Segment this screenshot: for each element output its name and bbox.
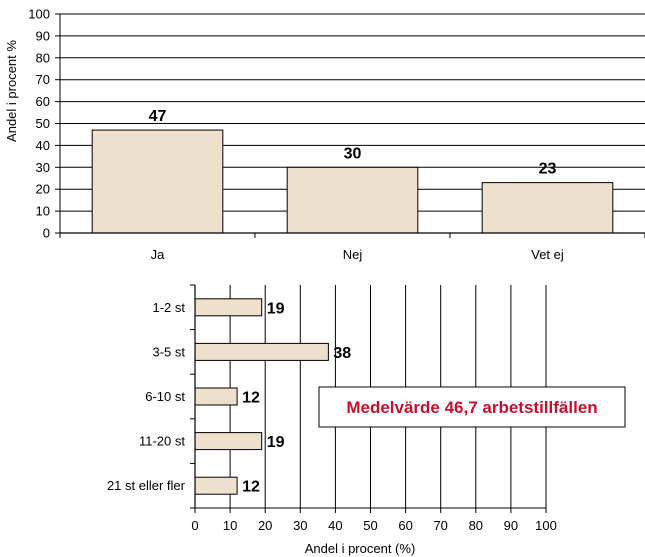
chart1-y-tick-label: 30 <box>36 160 50 175</box>
chart2-x-tick-label: 50 <box>363 518 377 533</box>
chart2-bar-21-st-eller-fler <box>194 476 238 495</box>
chart2-data-label: 38 <box>333 345 351 362</box>
chart2-bar-6-10-st <box>194 387 238 406</box>
chart1-y-tick-label: 10 <box>36 204 50 219</box>
chart2-x-axis-label: Andel i procent (%) <box>305 541 416 556</box>
chart1-data-labels: 47 30 23 <box>149 108 557 178</box>
chart2-data-label: 12 <box>242 479 260 496</box>
chart1-x-tick-labels: Ja Nej Vet ej <box>151 247 564 262</box>
chart2-category-labels: 1-2 st 3-5 st 6-10 st 11-20 st 21 st eller f… <box>107 300 186 493</box>
chart2-x-tick-label: 40 <box>328 518 342 533</box>
chart1-axes <box>55 13 645 238</box>
chart2-data-labels: 19 38 12 19 12 <box>242 300 351 495</box>
chart2-category-label: 6-10 st <box>145 389 185 404</box>
chart2-data-label: 19 <box>267 434 285 451</box>
chart1-y-tick-label: 70 <box>36 72 50 87</box>
chart1-category-label: Nej <box>343 247 363 262</box>
chart1-data-label: 47 <box>149 108 167 125</box>
chart2-category-label: 3-5 st <box>152 344 185 359</box>
chart2-data-label: 19 <box>267 300 285 317</box>
chart1-category-label: Ja <box>151 247 166 262</box>
chart2-x-tick-label: 60 <box>398 518 412 533</box>
chart1-y-tick-label: 90 <box>36 28 50 43</box>
chart2-x-tick-label: 100 <box>535 518 557 533</box>
chart2-bar-3-5-st <box>194 342 329 361</box>
chart2-x-tick-label: 30 <box>293 518 307 533</box>
chart1-bar-nej <box>286 166 419 234</box>
chart2-x-tick-label: 90 <box>504 518 518 533</box>
chart1-y-tick-label: 20 <box>36 182 50 197</box>
chart1-y-tick-label: 80 <box>36 50 50 65</box>
chart2-category-label: 11-20 st <box>139 434 185 449</box>
chart1-y-tick-label: 100 <box>28 7 50 22</box>
chart1-bars <box>91 129 614 234</box>
chart2-x-tick-label: 10 <box>223 518 237 533</box>
horizontal-bar-chart: 1-2 st 3-5 st 6-10 st 11-20 st 21 st eller f… <box>107 284 626 556</box>
chart1-category-label: Vet ej <box>531 247 564 262</box>
chart1-y-tick-label: 60 <box>36 94 50 109</box>
chart1-y-tick-label: 0 <box>43 226 50 241</box>
chart2-x-tick-label: 70 <box>433 518 447 533</box>
chart2-x-tick-label: 20 <box>258 518 272 533</box>
chart2-bar-11-20-st <box>194 432 263 451</box>
chart1-y-tick-label: 50 <box>36 116 50 131</box>
mean-value-annotation: Medelvärde 46,7 arbetstillfällen <box>318 386 626 428</box>
chart1-bar-vet-ej <box>481 182 614 234</box>
chart2-category-label: 1-2 st <box>152 300 185 315</box>
chart2-x-tick-label: 0 <box>191 518 198 533</box>
chart2-data-label: 12 <box>242 390 260 407</box>
chart1-data-label: 30 <box>344 145 362 162</box>
chart2-bars <box>194 298 329 495</box>
chart2-x-tick-labels: 0 10 20 30 40 50 60 70 80 90 100 <box>191 518 556 533</box>
chart1-y-tick-labels: 0 10 20 30 40 50 60 70 80 90 100 <box>28 7 50 241</box>
chart1-data-label: 23 <box>539 161 557 178</box>
vertical-bar-chart: 0 10 20 30 40 50 60 70 80 90 100 Ja Nej Vet ej 47 30 2… <box>4 7 645 262</box>
chart2-bar-1-2-st <box>194 298 263 317</box>
chart1-bar-ja <box>91 129 224 234</box>
annotation-text: Medelvärde 46,7 arbetstillfällen <box>346 398 597 417</box>
chart2-x-tick-label: 80 <box>469 518 483 533</box>
annotation-box <box>318 386 626 428</box>
chart2-axes <box>190 284 547 513</box>
chart1-y-axis-label: Andel i procent % <box>4 40 19 142</box>
chart1-y-tick-label: 40 <box>36 138 50 153</box>
chart2-category-label: 21 st eller fler <box>107 478 186 493</box>
